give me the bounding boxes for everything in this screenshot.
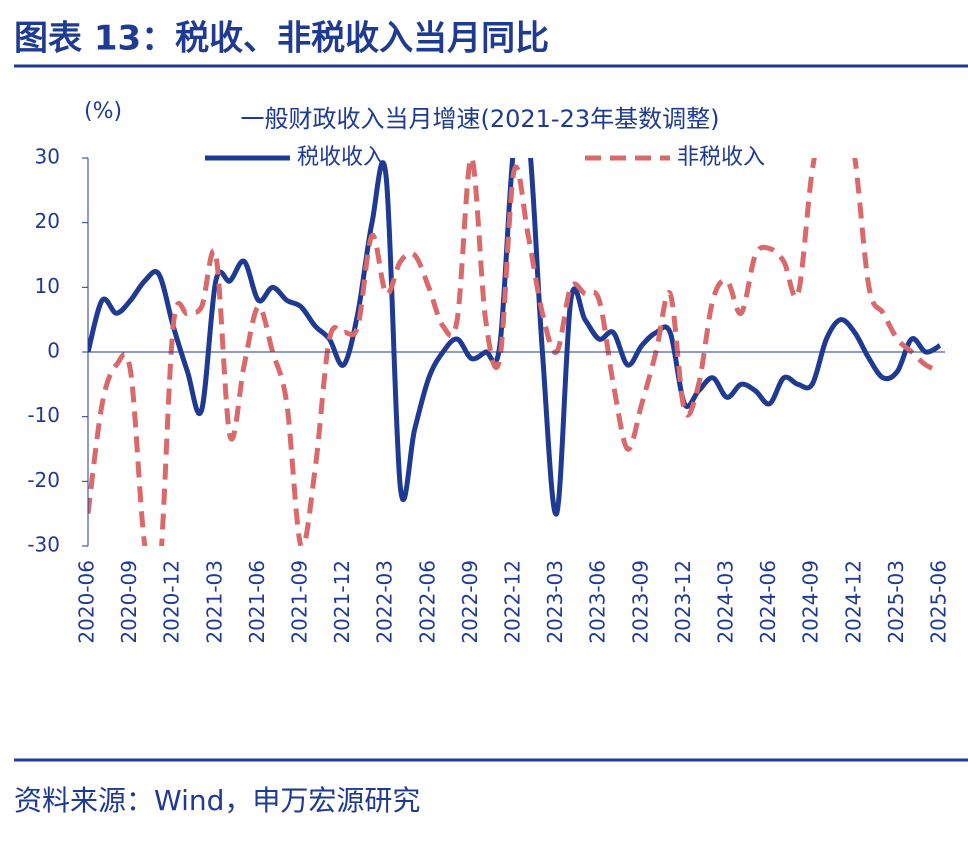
x-tick-label: 2025-06 xyxy=(927,560,951,644)
x-tick-label: 2023-06 xyxy=(586,560,610,644)
y-tick-label: -30 xyxy=(27,533,60,557)
x-tick-label: 2025-03 xyxy=(884,560,908,644)
x-tick-label: 2024-12 xyxy=(841,560,865,644)
x-tick-label: 2023-09 xyxy=(628,560,652,644)
x-tick-label: 2024-09 xyxy=(799,560,823,644)
x-tick-label: 2021-06 xyxy=(245,560,269,644)
x-tick-label: 2021-09 xyxy=(288,560,312,644)
legend-label: 税收收入 xyxy=(297,145,385,170)
x-tick-label: 2023-12 xyxy=(671,560,695,644)
x-tick-label: 2024-06 xyxy=(756,560,780,644)
header: 图表 13：税收、非税收入当月同比 xyxy=(14,19,549,59)
x-tick-label: 2020-09 xyxy=(117,560,141,644)
y-unit: (%) xyxy=(84,99,122,124)
x-tick-label: 2020-06 xyxy=(75,560,99,644)
x-tick-label: 2022-03 xyxy=(373,560,397,644)
x-tick-label: 2022-06 xyxy=(415,560,439,644)
chart-title: 一般财政收入当月增速(2021-23年基数调整) xyxy=(240,105,719,133)
x-tick-label: 2021-12 xyxy=(330,560,354,644)
y-tick-label: 20 xyxy=(35,209,60,233)
y-tick-label: -10 xyxy=(27,403,60,427)
series-line xyxy=(88,158,942,546)
x-tick-label: 2022-09 xyxy=(458,560,482,644)
y-tick-label: 30 xyxy=(35,145,60,169)
plot-area xyxy=(88,158,942,546)
source: 资料来源：Wind，申万宏源研究 xyxy=(14,784,420,817)
x-tick-label: 2024-03 xyxy=(714,560,738,644)
x-tick-label: 2021-03 xyxy=(202,560,226,644)
x-tick-label: 2020-12 xyxy=(160,560,184,644)
y-tick-label: 10 xyxy=(35,274,60,298)
legend-label: 非税收入 xyxy=(677,145,765,170)
y-tick-label: -20 xyxy=(27,468,60,492)
x-tick-label: 2022-12 xyxy=(501,560,525,644)
x-tick-label: 2023-03 xyxy=(543,560,567,644)
y-tick-label: 0 xyxy=(47,339,60,363)
